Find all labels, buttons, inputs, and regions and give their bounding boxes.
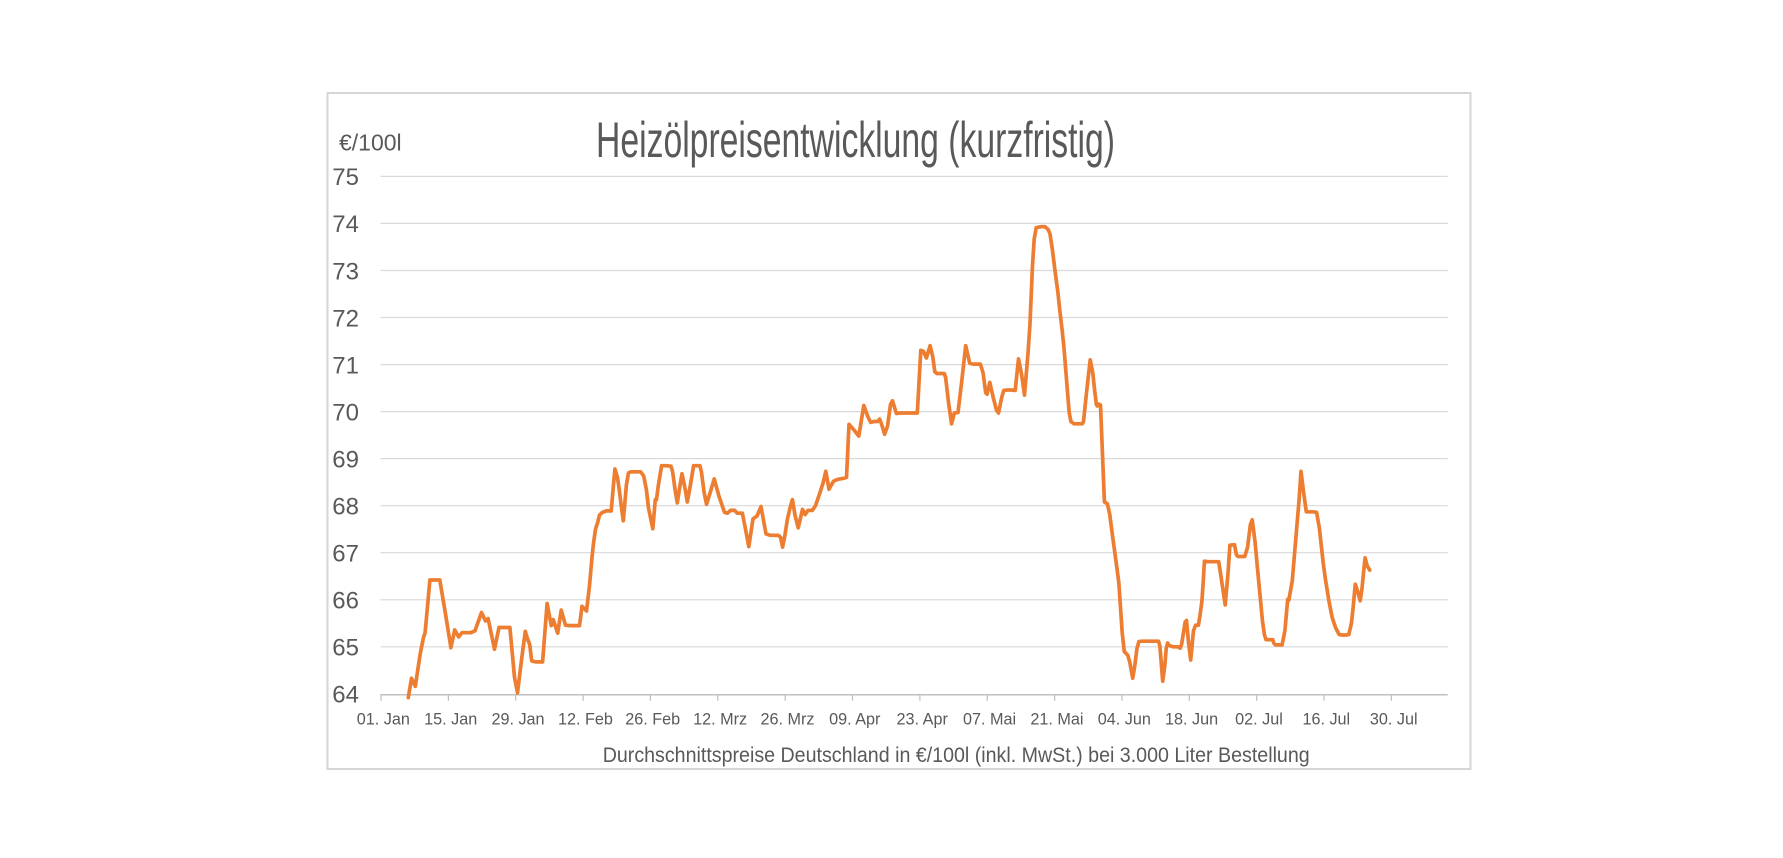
svg-text:65: 65 <box>332 635 359 662</box>
svg-text:74: 74 <box>332 211 359 238</box>
svg-text:66: 66 <box>332 588 359 615</box>
svg-text:75: 75 <box>332 164 359 191</box>
svg-text:69: 69 <box>332 446 359 473</box>
svg-text:07. Mai: 07. Mai <box>963 711 1016 729</box>
svg-text:02. Jul: 02. Jul <box>1235 711 1283 729</box>
svg-text:23. Apr: 23. Apr <box>897 711 949 729</box>
svg-text:01. Jan: 01. Jan <box>357 711 410 729</box>
svg-text:21. Mai: 21. Mai <box>1030 711 1083 729</box>
svg-text:18. Jun: 18. Jun <box>1165 711 1218 729</box>
svg-text:71: 71 <box>332 352 359 379</box>
svg-text:26. Mrz: 26. Mrz <box>761 711 815 729</box>
svg-text:15. Jan: 15. Jan <box>424 711 477 729</box>
svg-text:Heizölpreisentwicklung (kurzfr: Heizölpreisentwicklung (kurzfristig) <box>596 112 1115 168</box>
svg-text:70: 70 <box>332 399 359 426</box>
svg-text:12. Mrz: 12. Mrz <box>693 711 747 729</box>
svg-text:09. Apr: 09. Apr <box>829 711 881 729</box>
svg-text:68: 68 <box>332 493 359 520</box>
svg-text:72: 72 <box>332 305 359 332</box>
svg-text:30. Jul: 30. Jul <box>1370 711 1418 729</box>
svg-text:€/100l: €/100l <box>339 129 402 155</box>
svg-text:Durchschnittspreise Deutschlan: Durchschnittspreise Deutschland in €/100… <box>603 743 1310 767</box>
svg-text:26. Feb: 26. Feb <box>625 711 680 729</box>
svg-text:67: 67 <box>332 540 359 567</box>
svg-text:16. Jul: 16. Jul <box>1302 711 1350 729</box>
svg-text:73: 73 <box>332 258 359 285</box>
svg-text:29. Jan: 29. Jan <box>491 711 544 729</box>
svg-text:04. Jun: 04. Jun <box>1098 711 1151 729</box>
svg-text:64: 64 <box>332 682 359 709</box>
svg-text:12. Feb: 12. Feb <box>558 711 613 729</box>
